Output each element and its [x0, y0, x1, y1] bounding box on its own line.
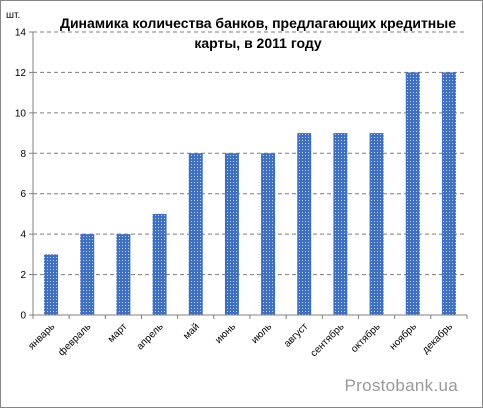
x-tick-labels: январь февраль март апрель май июнь июль август… — [26, 321, 455, 360]
x-tick-label-12: декабрь — [420, 321, 455, 356]
bar-12 — [441, 72, 456, 315]
chart-title-line-2: карты, в 2011 году — [194, 35, 322, 51]
x-tick-label-8: август — [282, 321, 311, 350]
bar-7 — [261, 153, 276, 315]
bar-6 — [224, 153, 239, 315]
bar-2 — [80, 234, 95, 315]
y-tick-labels: 0 2 4 6 8 10 12 14 — [15, 28, 27, 322]
x-tick-label-4: апрель — [135, 321, 166, 352]
x-tick-label-6: июнь — [213, 321, 238, 346]
bar-5 — [188, 153, 203, 315]
bar-1 — [44, 254, 59, 315]
x-tick-label-5: май — [181, 321, 202, 342]
x-tick-label-10: октябрь — [348, 321, 382, 355]
gridlines — [33, 31, 467, 276]
y-tick-label-1: 2 — [20, 270, 26, 281]
y-tick-label-5: 10 — [15, 108, 27, 119]
x-tick-label-7: июль — [250, 321, 275, 346]
bar-9 — [333, 133, 348, 315]
bar-11 — [405, 72, 420, 315]
y-tick-label-7: 14 — [15, 28, 27, 39]
y-tick-label-2: 4 — [20, 230, 26, 241]
bar-3 — [116, 234, 131, 315]
bars — [44, 72, 456, 315]
y-tick-label-0: 0 — [20, 311, 26, 322]
y-tick-label-3: 6 — [20, 189, 26, 200]
x-tick-label-3: март — [106, 321, 130, 345]
y-tick-label-6: 12 — [15, 68, 27, 79]
y-tick-label-4: 8 — [20, 149, 26, 160]
axes — [29, 31, 468, 319]
x-tick-label-9: сентябрь — [308, 321, 347, 360]
chart-title-line-1: Динамика количества банков, предлагающих… — [60, 15, 456, 31]
y-axis-unit-label: шт. — [6, 10, 20, 21]
bar-10 — [369, 133, 384, 315]
x-tick-label-2: февраль — [56, 321, 94, 359]
watermark: Prostobank.ua — [344, 376, 458, 395]
x-tick-label-11: ноябрь — [387, 321, 419, 353]
bar-8 — [297, 133, 312, 315]
x-tick-label-1: январь — [26, 321, 57, 352]
bar-4 — [152, 213, 167, 315]
